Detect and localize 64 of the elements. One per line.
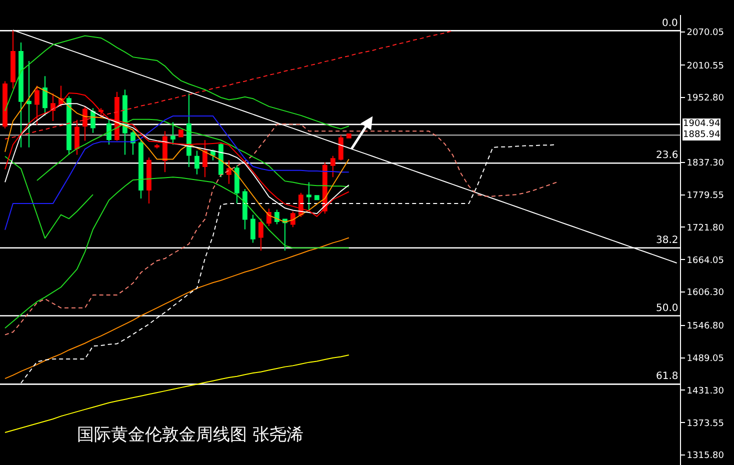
- y-tick-label: 2010.55: [686, 61, 724, 72]
- candlestick: [194, 150, 200, 175]
- candlestick: [218, 142, 224, 178]
- candlestick: [242, 188, 248, 230]
- y-tick-label: 1952.80: [686, 94, 724, 104]
- y-tick-label: 1373.55: [686, 418, 724, 429]
- y-tick-label: 1837.30: [686, 158, 724, 169]
- candlestick: [66, 96, 72, 156]
- line-series: [4, 35, 350, 130]
- candlestick: [10, 30, 16, 89]
- ref-line-label: 1904.94: [683, 119, 720, 129]
- candlestick: [130, 130, 136, 156]
- y-tick-label: 1664.05: [686, 256, 724, 266]
- candlestick: [330, 155, 336, 178]
- candlestick: [202, 140, 208, 178]
- candlestick: [2, 80, 8, 129]
- annotation: 0.0: [662, 18, 678, 29]
- ref-line-label: 1885.94: [683, 130, 720, 140]
- candlestick: [258, 218, 264, 252]
- candlestick: [106, 119, 112, 146]
- candlestick: [338, 134, 344, 161]
- candlestick: [82, 106, 88, 142]
- line-series: [4, 30, 454, 140]
- candlestick: [226, 160, 232, 184]
- candlestick: [42, 76, 48, 116]
- annotation: 61.8: [656, 371, 678, 382]
- candlestick: [170, 122, 176, 146]
- candlestick: [26, 60, 32, 148]
- candlestick: [290, 210, 296, 228]
- candlestick: [18, 42, 24, 148]
- y-tick-label: 1431.30: [686, 386, 724, 396]
- y-tick-label: 1315.80: [686, 451, 724, 462]
- candlestick: [250, 214, 256, 244]
- annotation: 23.6: [656, 150, 678, 161]
- candlestick: [266, 208, 272, 226]
- y-tick-label: 1546.80: [686, 322, 724, 332]
- candlestick: [138, 139, 144, 199]
- candlestick: [346, 133, 352, 138]
- candlestick: [306, 182, 312, 210]
- line-series: [4, 116, 350, 230]
- y-tick-label: 1779.55: [686, 190, 724, 201]
- candlestick: [186, 93, 192, 168]
- y-tick-label: 1489.05: [686, 354, 724, 364]
- candlestick: [74, 119, 80, 156]
- y-tick-label: 2070.05: [686, 28, 724, 38]
- candlestick: [146, 157, 152, 204]
- line-series: [4, 156, 94, 239]
- candlestick: [282, 218, 288, 252]
- candlestick: [274, 209, 280, 225]
- y-tick-label: 1721.80: [686, 223, 724, 234]
- line-series: [4, 237, 350, 380]
- candlestick: [154, 144, 160, 150]
- line-series: [4, 176, 350, 329]
- line-series: [36, 118, 350, 188]
- candlestick: [178, 130, 184, 138]
- y-tick-label: 1606.30: [686, 288, 724, 298]
- annotation: 50.0: [656, 303, 678, 314]
- annotation: 38.2: [656, 235, 678, 246]
- candlestick: [162, 130, 168, 173]
- candlestick: [314, 195, 320, 200]
- annotation: 国际黄金伦敦金周线图 张尧浠: [77, 425, 304, 445]
- candlestick: [122, 89, 128, 156]
- candlestick: [234, 164, 240, 204]
- candlestick: [90, 108, 96, 134]
